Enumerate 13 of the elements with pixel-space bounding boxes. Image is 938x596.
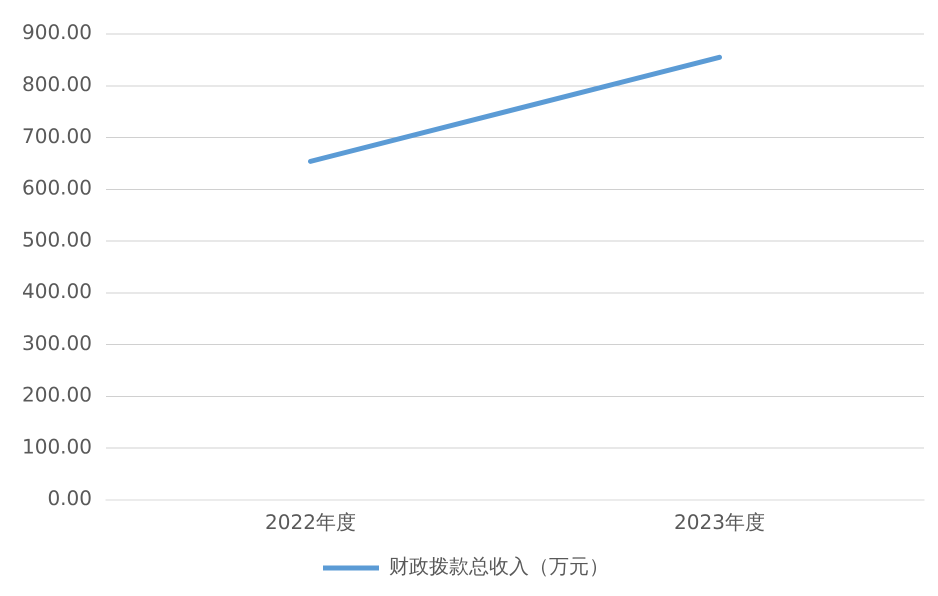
y-tick-label: 0.00 bbox=[47, 486, 92, 510]
legend-label: 财政拨款总收入（万元） bbox=[389, 554, 609, 578]
y-tick-label: 600.00 bbox=[22, 176, 92, 200]
y-tick-label: 900.00 bbox=[22, 20, 92, 44]
y-tick-label: 500.00 bbox=[22, 227, 92, 252]
x-tick-label: 2023年度 bbox=[674, 510, 765, 534]
y-tick-label: 400.00 bbox=[22, 279, 92, 304]
y-tick-label: 100.00 bbox=[22, 434, 92, 458]
y-tick-label: 700.00 bbox=[22, 124, 92, 148]
y-tick-label: 300.00 bbox=[22, 330, 92, 355]
y-tick-label: 200.00 bbox=[22, 382, 92, 407]
x-tick-label: 2022年度 bbox=[265, 510, 356, 534]
y-tick-label: 800.00 bbox=[22, 72, 92, 96]
